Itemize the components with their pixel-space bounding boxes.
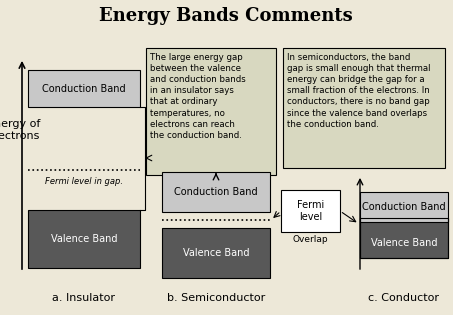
Bar [360, 218, 448, 258]
Text: Energy of
electrons: Energy of electrons [0, 119, 41, 141]
Bar [162, 228, 270, 278]
Bar [360, 218, 448, 258]
Text: Valence Band: Valence Band [51, 234, 117, 244]
Text: In semiconductors, the band
gap is small enough that thermal
energy can bridge t: In semiconductors, the band gap is small… [287, 53, 430, 129]
Bar [360, 218, 448, 222]
Text: Valence Band: Valence Band [371, 238, 437, 248]
Bar [28, 70, 140, 107]
Text: Conduction Band: Conduction Band [362, 202, 446, 212]
Bar [162, 172, 270, 212]
Text: Fermi
level: Fermi level [297, 200, 324, 222]
Text: Conduction Band: Conduction Band [42, 83, 126, 94]
Text: Overlap: Overlap [293, 236, 328, 244]
Text: Energy Bands Comments: Energy Bands Comments [99, 7, 353, 25]
Text: The large energy gap
between the valence
and conduction bands
in an insulator sa: The large energy gap between the valence… [150, 53, 246, 140]
Text: Valence Band: Valence Band [183, 248, 249, 258]
FancyBboxPatch shape [281, 190, 340, 232]
Text: Fermi level in gap.: Fermi level in gap. [45, 177, 123, 186]
FancyBboxPatch shape [283, 48, 445, 168]
Text: a. Insulator: a. Insulator [53, 293, 116, 303]
Text: c. Conductor: c. Conductor [368, 293, 439, 303]
Text: Conduction Band: Conduction Band [174, 187, 258, 197]
Bar [360, 192, 448, 222]
Text: b. Semiconductor: b. Semiconductor [167, 293, 265, 303]
Bar [28, 210, 140, 268]
FancyBboxPatch shape [146, 48, 276, 175]
